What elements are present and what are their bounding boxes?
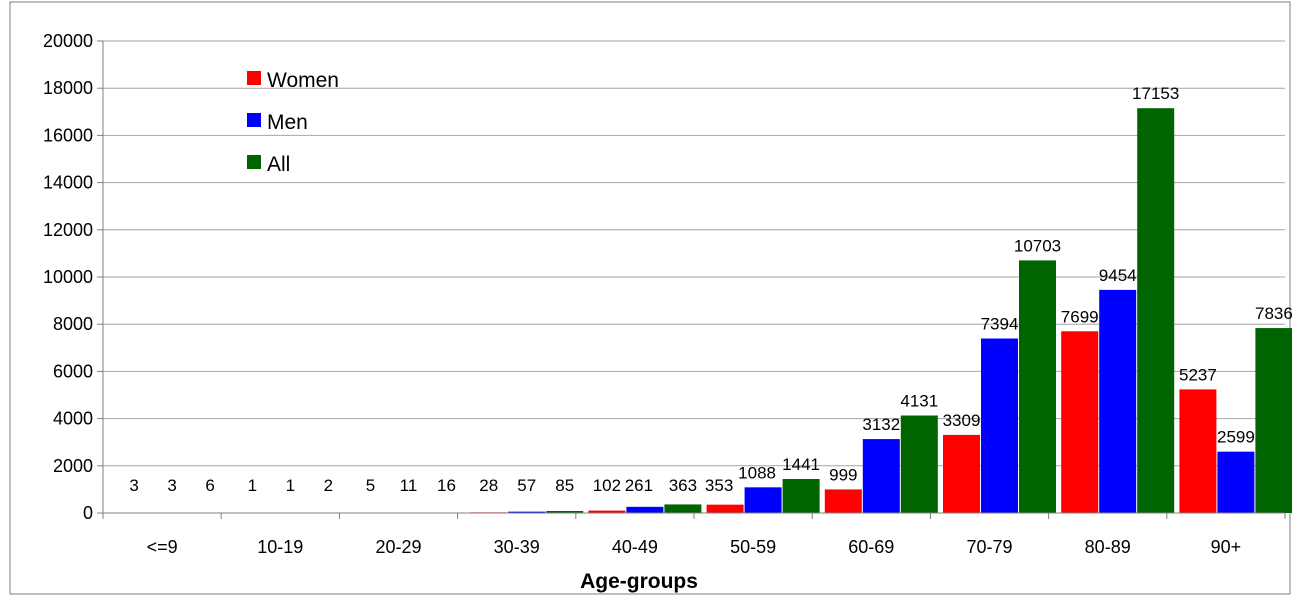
data-label-all-1: 2 bbox=[324, 476, 333, 495]
bar-men-4 bbox=[626, 507, 663, 513]
y-tick-label: 20000 bbox=[43, 31, 93, 51]
data-label-men-5: 1088 bbox=[738, 463, 776, 482]
bar-all-6 bbox=[901, 416, 938, 513]
x-tick-label: 50-59 bbox=[730, 537, 776, 557]
bar-women-8 bbox=[1061, 331, 1098, 513]
data-label-women-4: 102 bbox=[593, 476, 621, 495]
y-tick-label: 12000 bbox=[43, 220, 93, 240]
x-tick-label: 10-19 bbox=[257, 537, 303, 557]
data-label-women-5: 353 bbox=[705, 476, 733, 495]
data-label-all-2: 16 bbox=[437, 476, 456, 495]
bar-women-9 bbox=[1179, 389, 1216, 513]
data-label-men-1: 1 bbox=[286, 476, 295, 495]
x-axis-title: Age-groups bbox=[580, 570, 698, 593]
data-label-men-3: 57 bbox=[517, 476, 536, 495]
bar-women-5 bbox=[707, 505, 744, 513]
bar-all-9 bbox=[1255, 328, 1292, 513]
data-label-women-1: 1 bbox=[248, 476, 257, 495]
x-tick-label: 80-89 bbox=[1085, 537, 1131, 557]
x-tick-label: <=9 bbox=[147, 537, 178, 557]
x-tick-label: 30-39 bbox=[494, 537, 540, 557]
bar-all-8 bbox=[1137, 108, 1174, 513]
bar-all-7 bbox=[1019, 260, 1056, 513]
data-label-all-8: 17153 bbox=[1132, 84, 1179, 103]
legend-label-all: All bbox=[267, 153, 290, 176]
bar-men-8 bbox=[1099, 290, 1136, 513]
data-label-women-8: 7699 bbox=[1061, 307, 1099, 326]
data-label-women-0: 3 bbox=[129, 476, 138, 495]
bar-all-4 bbox=[664, 504, 701, 513]
x-tick-label: 70-79 bbox=[966, 537, 1012, 557]
x-tick-label: 60-69 bbox=[848, 537, 894, 557]
legend-label-women: Women bbox=[267, 69, 339, 92]
data-label-men-7: 7394 bbox=[981, 315, 1019, 334]
data-label-women-2: 5 bbox=[366, 476, 375, 495]
bar-men-5 bbox=[745, 487, 782, 513]
data-label-all-3: 85 bbox=[555, 476, 574, 495]
bar-men-6 bbox=[863, 439, 900, 513]
x-tick-label: 40-49 bbox=[612, 537, 658, 557]
data-label-men-8: 9454 bbox=[1099, 266, 1137, 285]
data-label-all-0: 6 bbox=[205, 476, 214, 495]
data-label-all-4: 363 bbox=[669, 476, 697, 495]
y-tick-label: 0 bbox=[83, 503, 93, 523]
y-tick-label: 4000 bbox=[53, 409, 93, 429]
data-label-all-6: 4131 bbox=[900, 392, 938, 411]
data-label-women-3: 28 bbox=[479, 476, 498, 495]
legend-swatch-men bbox=[247, 113, 261, 127]
data-label-women-9: 5237 bbox=[1179, 365, 1217, 384]
data-label-men-9: 2599 bbox=[1217, 428, 1255, 447]
bar-women-7 bbox=[943, 435, 980, 513]
y-tick-label: 14000 bbox=[43, 173, 93, 193]
data-label-men-0: 3 bbox=[167, 476, 176, 495]
x-tick-label: 90+ bbox=[1211, 537, 1242, 557]
bar-men-7 bbox=[981, 339, 1018, 513]
y-tick-label: 6000 bbox=[53, 361, 93, 381]
legend-label-men: Men bbox=[267, 111, 308, 134]
y-tick-label: 16000 bbox=[43, 125, 93, 145]
bar-men-9 bbox=[1217, 452, 1254, 513]
y-tick-label: 8000 bbox=[53, 314, 93, 334]
x-tick-label: 20-29 bbox=[375, 537, 421, 557]
data-label-all-5: 1441 bbox=[782, 455, 820, 474]
bar-all-5 bbox=[783, 479, 820, 513]
bar-women-6 bbox=[825, 489, 862, 513]
data-label-women-6: 999 bbox=[829, 465, 857, 484]
y-tick-label: 10000 bbox=[43, 267, 93, 287]
data-label-men-2: 11 bbox=[400, 476, 418, 495]
data-label-men-6: 3132 bbox=[862, 415, 900, 434]
data-label-all-7: 10703 bbox=[1014, 236, 1061, 255]
legend-swatch-all bbox=[247, 155, 261, 169]
data-label-men-4: 261 bbox=[625, 476, 653, 495]
y-tick-label: 2000 bbox=[53, 456, 93, 476]
legend-swatch-women bbox=[247, 71, 261, 85]
y-tick-label: 18000 bbox=[43, 78, 93, 98]
data-label-all-9: 7836 bbox=[1255, 304, 1292, 323]
data-label-women-7: 3309 bbox=[943, 411, 981, 430]
